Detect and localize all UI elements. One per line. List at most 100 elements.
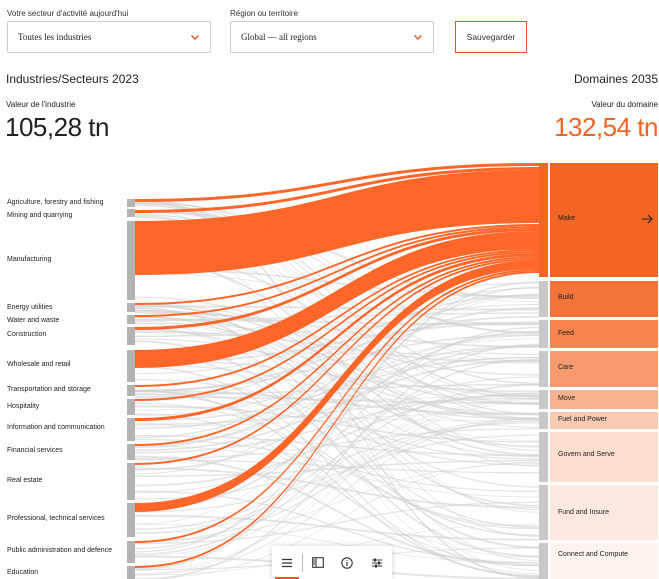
industry-value: 105,28 tn: [5, 112, 109, 142]
industry-node: [127, 315, 135, 324]
domain-node: [550, 320, 658, 348]
make-flow: [135, 251, 539, 401]
chevron-down-icon: [191, 35, 199, 40]
background-flow: [135, 209, 539, 537]
region-select-value: Global — all regions: [241, 32, 317, 42]
domain-nodes: [539, 163, 658, 579]
background-flow: [135, 397, 539, 426]
industry-node: [127, 327, 135, 345]
domain-label[interactable]: Care: [558, 364, 574, 371]
background-flow: [135, 438, 539, 493]
background-flow: [135, 399, 539, 557]
background-flow: [135, 383, 539, 575]
make-flow: [135, 167, 539, 213]
background-flow: [135, 294, 539, 402]
background-flow: [135, 358, 539, 556]
right-title: Domaines 2035: [573, 72, 658, 86]
sidebar-icon: [311, 557, 324, 568]
domain-label[interactable]: Build: [558, 294, 574, 301]
industry-label[interactable]: Energy utilities: [7, 304, 53, 311]
make-flow: [135, 231, 539, 368]
background-flow: [135, 392, 539, 487]
industry-label[interactable]: Agriculture, forestry and fishing: [7, 199, 104, 206]
industry-node: [127, 463, 135, 500]
background-flow: [135, 260, 539, 456]
industry-node: [127, 385, 135, 396]
background-flow: [135, 268, 539, 298]
background-flow: [135, 202, 539, 302]
background-flow: [135, 394, 539, 454]
industry-label[interactable]: Construction: [7, 331, 47, 338]
background-flow: [135, 459, 539, 474]
background-flow: [135, 455, 539, 567]
domain-label[interactable]: Feed: [558, 330, 574, 337]
background-flow: [135, 345, 539, 471]
make-flow: [135, 170, 539, 275]
domain-label[interactable]: Govern and Serve: [558, 451, 615, 458]
domain-node: [550, 412, 658, 429]
industry-label[interactable]: Water and waste: [7, 317, 60, 324]
domain-node-bar: [539, 320, 548, 348]
background-flow: [135, 434, 539, 513]
industry-node: [127, 418, 135, 441]
industry-label[interactable]: Mining and quarrying: [7, 212, 73, 219]
domain-node: [550, 281, 658, 317]
save-button[interactable]: Sauvegarder: [455, 21, 527, 53]
domain-label[interactable]: Fund and Insure: [558, 509, 609, 516]
background-flow: [135, 523, 539, 564]
background-flow: [135, 328, 539, 458]
industry-label[interactable]: Wholesale and retail: [7, 361, 71, 368]
background-flow: [135, 514, 539, 541]
arrow-right-icon[interactable]: [642, 214, 653, 224]
region-select[interactable]: Global — all regions: [230, 21, 434, 53]
domain-label[interactable]: Fuel and Power: [558, 416, 608, 423]
background-flow: [135, 389, 539, 577]
industry-nodes: [127, 199, 135, 579]
make-flow: [135, 224, 539, 305]
menu-button[interactable]: [272, 546, 302, 579]
make-flow: [135, 258, 539, 465]
industry-label[interactable]: Education: [7, 569, 39, 576]
industry-label[interactable]: Public administration and defence: [7, 547, 113, 554]
industry-label[interactable]: Hospitality: [7, 403, 40, 410]
make-flow: [135, 163, 539, 202]
background-flow: [135, 445, 539, 498]
domain-label[interactable]: Connect and Compute: [558, 551, 629, 558]
industry-label[interactable]: Information and communication: [7, 424, 105, 431]
background-flow: [135, 200, 539, 334]
sidebar-button[interactable]: [303, 546, 333, 579]
industry-label[interactable]: Manufacturing: [7, 256, 52, 263]
info-button[interactable]: [332, 546, 362, 579]
background-flow: [135, 294, 539, 525]
make-flow: [135, 260, 539, 512]
industry-node: [127, 209, 135, 217]
industry-node: [127, 303, 135, 312]
industry-node: [127, 399, 135, 415]
background-flow: [135, 423, 539, 558]
background-flow: [135, 462, 539, 542]
menu-icon: [281, 558, 292, 567]
domain-node: [550, 432, 658, 482]
background-flow: [135, 287, 539, 439]
background-flow: [135, 461, 539, 579]
domain-node-bar: [539, 351, 548, 387]
domain-node-bar: [539, 281, 548, 317]
domain-label[interactable]: Move: [558, 395, 576, 402]
domain-value: 132,54 tn: [554, 112, 658, 142]
industry-label[interactable]: Real estate: [7, 477, 43, 484]
domain-label[interactable]: Make: [558, 215, 576, 222]
background-flow: [135, 413, 539, 566]
industry-label[interactable]: Professional, technical services: [7, 515, 105, 522]
background-flow: [135, 376, 539, 494]
background-flow: [135, 401, 539, 571]
settings-button[interactable]: [362, 546, 392, 579]
background-flow: [135, 320, 539, 428]
sector-select[interactable]: Toutes les industries: [7, 21, 211, 53]
background-flow: [135, 343, 539, 579]
domain-node: [550, 485, 658, 540]
industry-label[interactable]: Transportation and storage: [7, 386, 91, 393]
industry-label[interactable]: Financial services: [7, 447, 63, 454]
background-flow: [135, 420, 539, 543]
background-flow: [135, 467, 539, 509]
